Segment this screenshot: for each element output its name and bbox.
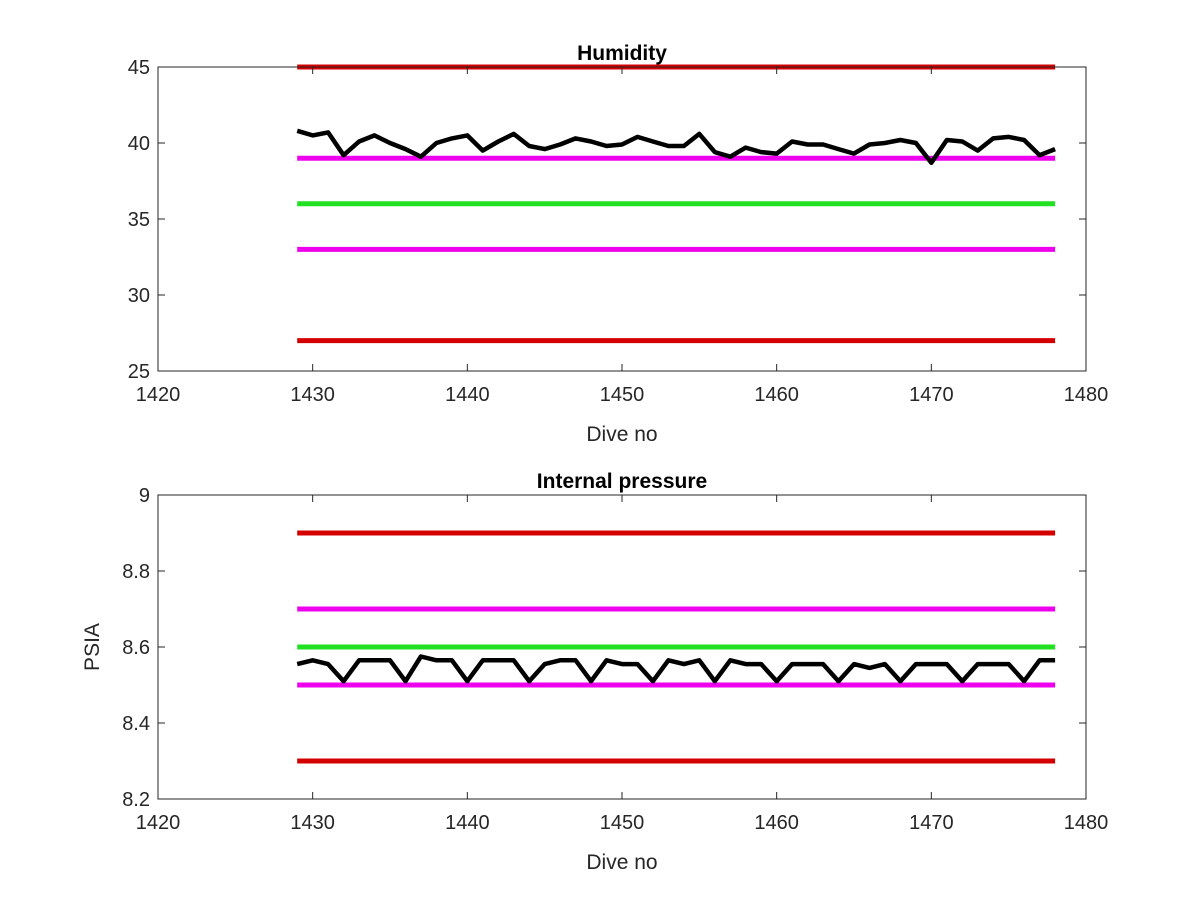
- y-tick-label: 45: [128, 57, 150, 79]
- x-tick-label: 1480: [1064, 384, 1109, 406]
- x-tick-label: 1450: [600, 384, 645, 406]
- y-tick-label: 8.8: [122, 561, 150, 583]
- y-tick-label: 40: [128, 133, 150, 155]
- chart-0: 1420 1430 1440 1450 1460 1470 1480 25 30 35 40 45 Hu…: [128, 42, 1109, 446]
- x-tick-label: 1430: [290, 384, 335, 406]
- y-tick-label: 30: [128, 285, 150, 307]
- chart-panels: 1420 1430 1440 1450 1460 1470 1480 25 30 35 40 45 Hu…: [81, 42, 1108, 874]
- y-axis-label: PSIA: [81, 623, 104, 671]
- series-line-5: [296, 654, 1056, 684]
- x-tick-label: 1470: [909, 384, 954, 406]
- series-line-5: [296, 128, 1056, 166]
- x-tick-label: 1440: [445, 384, 490, 406]
- y-tick-label: 9: [139, 485, 150, 507]
- x-tick-label: 1450: [600, 812, 645, 834]
- x-tick-label: 1430: [290, 812, 335, 834]
- y-tick-label: 8.6: [122, 637, 150, 659]
- y-tick-label: 35: [128, 209, 150, 231]
- chart-title: Humidity: [577, 42, 667, 65]
- y-tick-label: 8.2: [122, 789, 150, 811]
- y-tick-label: 8.4: [122, 713, 150, 735]
- x-axis-label: Dive no: [586, 423, 657, 446]
- x-tick-label: 1460: [754, 812, 799, 834]
- x-tick-label: 1440: [445, 812, 490, 834]
- x-tick-label: 1420: [136, 384, 181, 406]
- x-tick-label: 1480: [1064, 812, 1109, 834]
- x-tick-label: 1420: [136, 812, 181, 834]
- x-axis-label: Dive no: [586, 851, 657, 874]
- chart-title: Internal pressure: [537, 470, 707, 493]
- x-tick-label: 1460: [754, 384, 799, 406]
- x-tick-label: 1470: [909, 812, 954, 834]
- y-tick-label: 25: [128, 361, 150, 383]
- chart-1: 1420 1430 1440 1450 1460 1470 1480 8.2 8.4 8.6 8.8…: [81, 470, 1108, 874]
